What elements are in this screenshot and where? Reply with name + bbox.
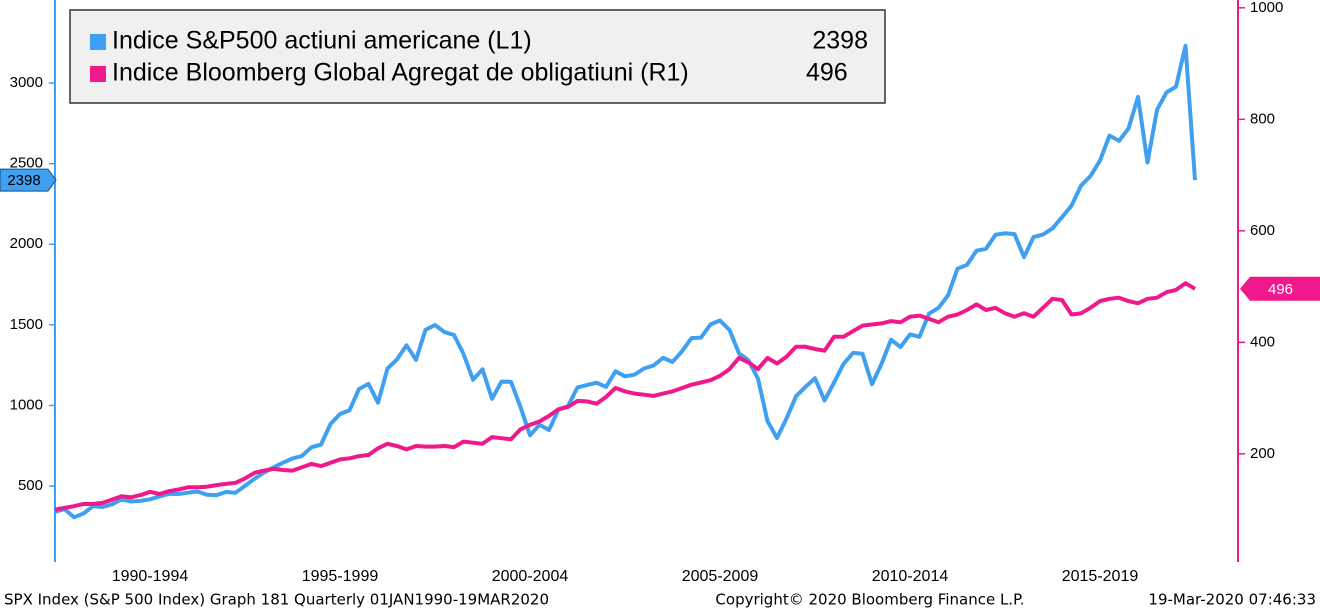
legend-value: 2398 <box>812 27 868 55</box>
y-tick-label: 1000 <box>10 396 43 413</box>
legend-swatch <box>90 66 106 82</box>
value-tag-label: 2398 <box>7 172 40 189</box>
footer-center: Copyright© 2020 Bloomberg Finance L.P. <box>715 591 1024 609</box>
value-tag-label: 496 <box>1268 281 1293 298</box>
y2-tick-label: 200 <box>1250 445 1275 462</box>
y-tick-label: 1500 <box>10 316 43 333</box>
x-tick-label: 2005-2009 <box>682 568 759 585</box>
legend-swatch <box>90 34 106 50</box>
y2-tick-label: 400 <box>1250 333 1275 350</box>
value-tag <box>0 168 57 192</box>
footer-left: SPX Index (S&P 500 Index) Graph 181 Quar… <box>4 591 549 609</box>
y-tick-label: 2500 <box>10 155 43 172</box>
x-tick-label: 1995-1999 <box>302 568 379 585</box>
x-tick-label: 2000-2004 <box>492 568 569 585</box>
legend-box <box>69 9 886 104</box>
series-line <box>54 281 1197 512</box>
footer-right: 19-Mar-2020 07:46:33 <box>1148 591 1316 609</box>
legend-value: 496 <box>806 59 848 87</box>
x-tick-label: 1990-1994 <box>112 568 189 585</box>
legend-label: Indice S&P500 actiuni americane (L1) <box>112 27 532 55</box>
y2-tick-label: 600 <box>1250 222 1275 239</box>
y2-tick-label: 1000 <box>1250 0 1283 16</box>
legend-label: Indice Bloomberg Global Agregat de oblig… <box>112 59 689 87</box>
y-tick-label: 500 <box>18 477 43 494</box>
y2-tick-label: 800 <box>1250 110 1275 127</box>
y-tick-label: 3000 <box>10 74 43 91</box>
x-tick-label: 2010-2014 <box>872 568 949 585</box>
y-tick-label: 2000 <box>10 235 43 252</box>
series-line <box>54 43 1197 520</box>
value-tag <box>1240 276 1320 301</box>
x-tick-label: 2015-2019 <box>1062 568 1139 585</box>
